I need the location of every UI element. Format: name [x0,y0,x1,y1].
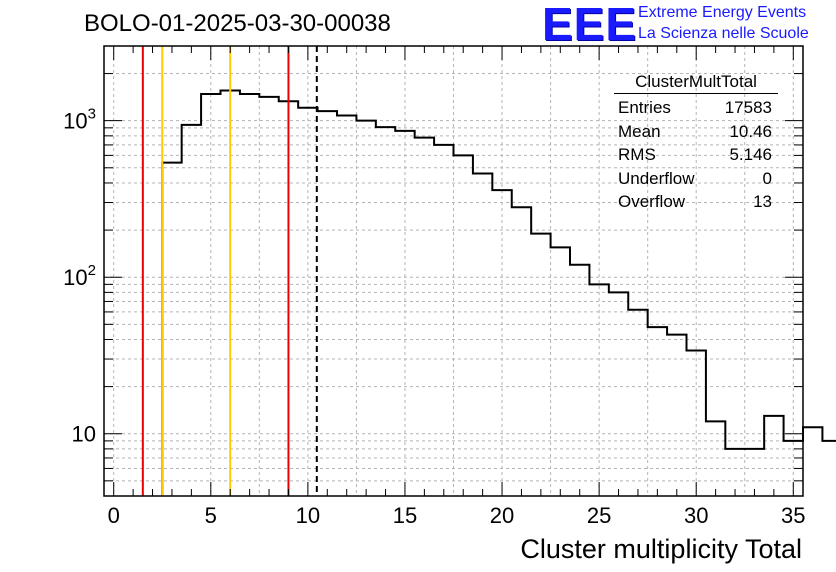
x-axis-label: Cluster multiplicity Total [520,534,802,564]
stats-value: 13 [753,192,772,211]
x-tick-label: 5 [205,503,217,528]
stats-row-underflow: Underflow 0 [614,167,778,191]
x-tick-label: 10 [296,503,320,528]
stats-row-rms: RMS 5.146 [614,143,778,167]
histogram-bin [648,327,667,496]
stats-value: 17583 [724,98,772,117]
histogram-bin [725,449,744,496]
stats-row-entries: Entries 17583 [614,96,778,120]
histogram-bin [240,94,259,496]
stats-value: 0 [762,168,772,188]
y-tick-label: 10 [72,422,96,447]
histogram-bin [531,234,550,496]
x-tick-label: 15 [393,503,417,528]
stats-label: Entries [618,98,671,117]
stats-box-title: ClusterMultTotal [614,72,778,94]
logo-line-1: Extreme Energy Events [638,4,807,21]
histogram-bin [415,138,434,496]
logo-line-2: La Scienza nelle Scuole [638,25,809,42]
histogram-bin [259,97,278,496]
histogram-bin [609,292,628,496]
chart-title: BOLO-01-2025-03-30-00038 [84,10,391,37]
x-tick-label: 35 [781,503,805,528]
histogram-bin [454,155,473,496]
histogram-series [161,89,836,496]
stats-value: 10.46 [729,121,772,141]
histogram-bin [182,125,201,496]
stats-label: Underflow [618,168,695,188]
y-tick-label: 102 [63,262,96,290]
histogram-bin [434,145,453,496]
stats-label: RMS [618,145,656,164]
histogram-bin [162,163,181,496]
plot-frame [103,45,804,497]
x-tick-label: 25 [587,503,611,528]
histogram-bin [356,121,375,496]
reference-lines [141,46,318,496]
stats-value: 5.146 [729,145,772,164]
histogram-bin [570,265,589,496]
axes-ticks: 0 5 10 15 20 25 30 35 10 102 103 [63,45,806,528]
stats-row-mean: Mean 10.46 [614,120,778,144]
stats-label: Overflow [618,192,686,211]
histogram-bin [318,111,337,496]
histogram-bin [473,173,492,496]
histogram-outline [161,89,836,496]
x-tick-label: 0 [108,503,120,528]
histogram-bin [337,115,356,496]
stats-row-overflow: Overflow 13 [614,190,778,214]
histogram-bin [822,441,836,496]
histogram-bin [512,207,531,496]
histogram-bin [745,449,764,496]
stats-box: ClusterMultTotal Entries 17583 Mean 10.4… [614,72,778,214]
stats-label: Mean [618,121,661,141]
histogram-bin [803,427,822,496]
histogram-bin [706,421,725,496]
eee-logo-mark: EEE [542,0,638,50]
y-tick-label: 103 [63,106,96,134]
x-tick-label: 20 [490,503,514,528]
histogram-bin [764,416,783,496]
x-tick-label: 30 [684,503,708,528]
